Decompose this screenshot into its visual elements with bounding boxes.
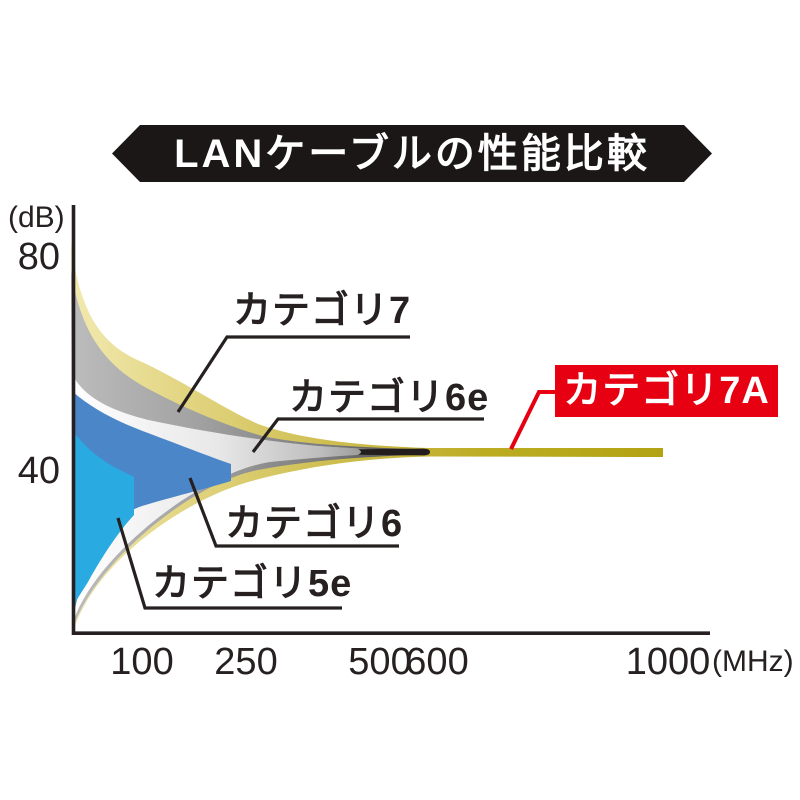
cat6-leader-line [188,477,399,548]
cat5e-leader-line [116,517,342,610]
x-axis-unit-label: (MHz) [712,645,794,678]
label-category-7a-badge: カテゴリ7A [555,365,778,417]
x-tick-500: 500 [348,641,412,683]
x-tick-100: 100 [110,641,174,683]
cat6e-leader-line [251,417,484,453]
y-axis-unit-label: (dB) [8,201,65,234]
label-category-6: カテゴリ6 [225,503,404,545]
x-tick-600: 600 [405,641,469,683]
page-title: LANケーブルの性能比較 [174,131,650,176]
label-category-7: カテゴリ7 [233,290,412,332]
label-category-5e: カテゴリ5e [152,563,353,605]
y-tick-80: 80 [17,236,60,278]
x-tick-1000: 1000 [625,641,711,683]
label-category-6e: カテゴリ6e [289,377,490,419]
cat7a-leader-line [509,390,557,450]
cat7-leader-line [176,335,410,413]
band-cat6e-lower [72,374,416,622]
label-category-7a: カテゴリ7A [563,370,770,412]
x-tick-250: 250 [214,641,278,683]
y-tick-40: 40 [17,450,60,492]
band-cat5e [72,430,134,606]
title-banner: LANケーブルの性能比較 [112,125,712,182]
band-cat6 [72,391,231,614]
band-cat7-tip-cap [358,448,430,456]
axes-lines [71,205,710,635]
